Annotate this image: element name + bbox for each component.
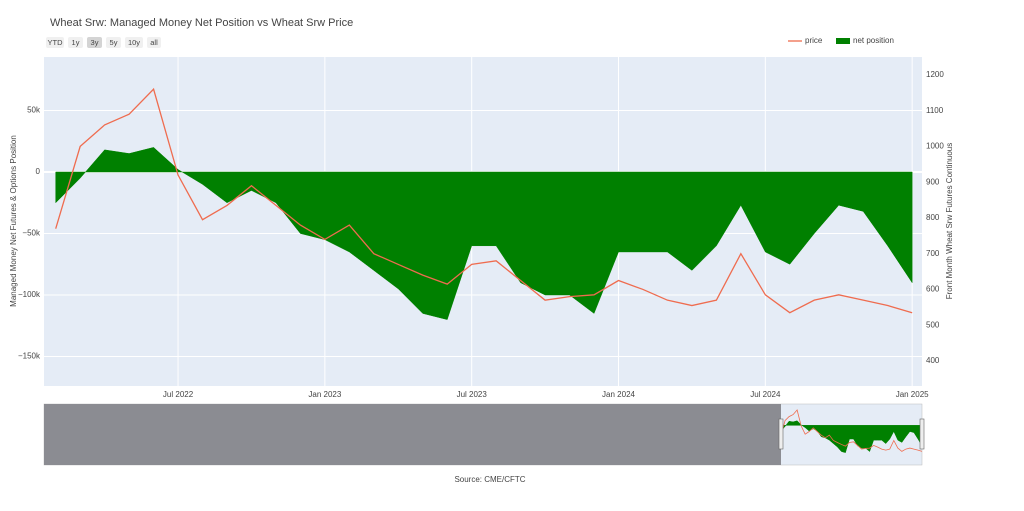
- slider-area: [780, 420, 923, 453]
- range-button-label[interactable]: YTD: [48, 38, 64, 47]
- range-button-label[interactable]: 5y: [110, 38, 118, 47]
- range-slider-handle[interactable]: [778, 418, 784, 450]
- range-button-label[interactable]: 1y: [72, 38, 80, 47]
- y2-tick-label: 400: [926, 356, 940, 365]
- legend-label[interactable]: net position: [853, 36, 894, 45]
- y2-tick-label: 500: [926, 320, 940, 329]
- y-axis-title: Managed Money Net Futures & Options Posi…: [9, 135, 18, 307]
- x-tick-label: Jan 2024: [602, 390, 635, 399]
- x-tick-label: Jan 2025: [896, 390, 929, 399]
- range-slider-handle[interactable]: [919, 418, 925, 450]
- range-button[interactable]: [46, 37, 64, 48]
- range-button[interactable]: [87, 37, 102, 48]
- x-tick-label: Jul 2022: [163, 390, 194, 399]
- range-button[interactable]: [147, 37, 161, 48]
- y2-tick-label: 1200: [926, 70, 944, 79]
- y2-tick-label: 700: [926, 249, 940, 258]
- x-tick-label: Jul 2023: [457, 390, 488, 399]
- y-tick-label: −150k: [18, 352, 41, 361]
- y-tick-label: −100k: [18, 290, 41, 299]
- x-tick-label: Jan 2023: [308, 390, 341, 399]
- source-note: Source: CME/CFTC: [454, 475, 525, 484]
- net-position-area: [55, 147, 913, 320]
- range-button[interactable]: [125, 37, 143, 48]
- y2-axis-title: Front Month Wheat Srw Futures Continuous: [945, 143, 954, 300]
- y-tick-label: 0: [36, 167, 41, 176]
- range-slider-mask: [44, 404, 781, 465]
- slider-line: [780, 409, 923, 452]
- price-line: [55, 87, 913, 314]
- y-tick-label: 50k: [27, 106, 41, 115]
- chart-title: Wheat Srw: Managed Money Net Position vs…: [50, 17, 353, 29]
- range-button[interactable]: [68, 37, 83, 48]
- legend-label[interactable]: price: [805, 36, 823, 45]
- range-button-label[interactable]: 10y: [128, 38, 140, 47]
- y2-tick-label: 900: [926, 177, 940, 186]
- y2-tick-label: 800: [926, 213, 940, 222]
- range-button-label[interactable]: 3y: [91, 38, 99, 47]
- x-tick-label: Jul 2024: [750, 390, 781, 399]
- legend-swatch: [836, 38, 850, 44]
- y2-tick-label: 1100: [926, 106, 944, 115]
- y-tick-label: −50k: [22, 229, 41, 238]
- y2-tick-label: 1000: [926, 142, 944, 151]
- y2-tick-label: 600: [926, 285, 940, 294]
- range-button-label[interactable]: all: [150, 38, 158, 47]
- range-button[interactable]: [106, 37, 121, 48]
